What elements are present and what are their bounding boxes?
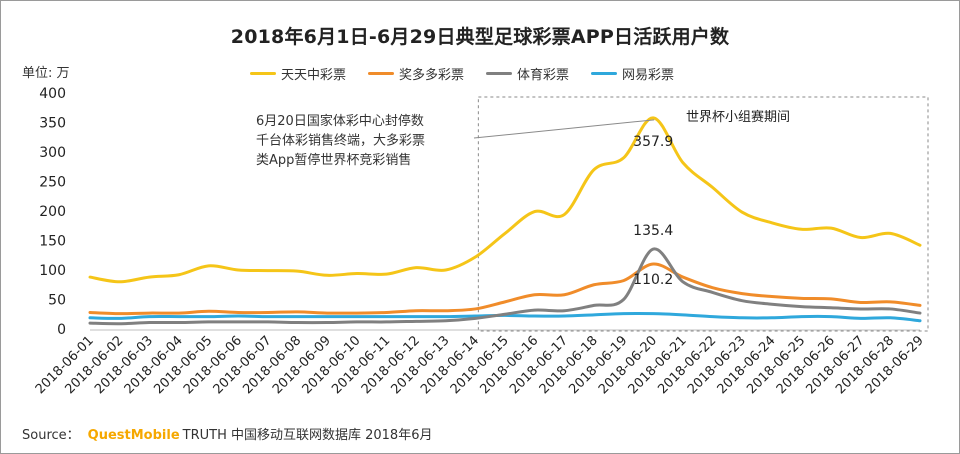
source-prefix: Source： — [22, 428, 80, 443]
region-box — [477, 96, 929, 332]
series-line-jiangduoduo — [88, 262, 922, 316]
note-line: 千台体彩销售终端，大多彩票 — [256, 133, 425, 149]
legend-item-tiantian: 天天中彩票 — [250, 64, 346, 83]
legend-swatch-tiantian — [250, 72, 276, 75]
legend-swatch-jiangduoduo — [368, 72, 395, 75]
y-tick-label: 400 — [39, 86, 66, 102]
source-brand: QuestMobile — [87, 428, 180, 443]
legend-swatch-wangyi — [591, 72, 618, 75]
series-lines — [88, 116, 922, 326]
note-leader-line — [473, 119, 655, 139]
legend-label-jiangduoduo: 奖多多彩票 — [399, 68, 465, 83]
chart-title: 2018年6月1日-6月29日典型足球彩票APP日活跃用户数 — [230, 26, 730, 48]
legend-item-tiyu: 体育彩票 — [486, 64, 569, 83]
legend-swatch-tiyu — [486, 72, 513, 75]
y-tick-label: 50 — [48, 293, 66, 309]
y-tick-label: 300 — [39, 145, 66, 161]
note-line: 类App暂停世界杯竞彩销售 — [256, 152, 411, 168]
y-tick-label: 0 — [57, 322, 66, 338]
series-line-tiyu — [88, 247, 922, 326]
data-label: 357.9 — [633, 134, 673, 150]
y-tick-label: 350 — [39, 116, 66, 132]
series-line-tiantian — [88, 116, 922, 284]
data-label: 135.4 — [633, 223, 673, 239]
y-tick-label: 200 — [39, 204, 66, 220]
unit-label: 单位: 万 — [22, 66, 70, 81]
note-line: 6月20日国家体彩中心封停数 — [256, 113, 424, 129]
data-labels: 357.9 135.4 110.2 — [633, 134, 673, 288]
world-cup-region: 世界杯小组赛期间 — [477, 96, 929, 332]
legend-item-wangyi: 网易彩票 — [591, 64, 674, 83]
region-label: 世界杯小组赛期间 — [686, 109, 790, 125]
source-detail: TRUTH 中国移动互联网数据库 2018年6月 — [182, 428, 433, 443]
legend-label-tiantian: 天天中彩票 — [281, 68, 347, 83]
axes: 0501001502002503003504002018-06-012018-0… — [33, 86, 927, 397]
y-tick-label: 250 — [39, 175, 66, 191]
legend-item-jiangduoduo: 奖多多彩票 — [368, 64, 464, 83]
legend: 天天中彩票 奖多多彩票 体育彩票 网易彩票 — [250, 64, 674, 83]
data-label: 110.2 — [633, 272, 673, 288]
source-line: Source： QuestMobile TRUTH 中国移动互联网数据库 2018年… — [22, 424, 432, 443]
y-tick-label: 150 — [39, 234, 66, 250]
y-tick-label: 100 — [39, 263, 66, 279]
legend-label-wangyi: 网易彩票 — [622, 68, 675, 83]
legend-label-tiyu: 体育彩票 — [517, 68, 570, 83]
